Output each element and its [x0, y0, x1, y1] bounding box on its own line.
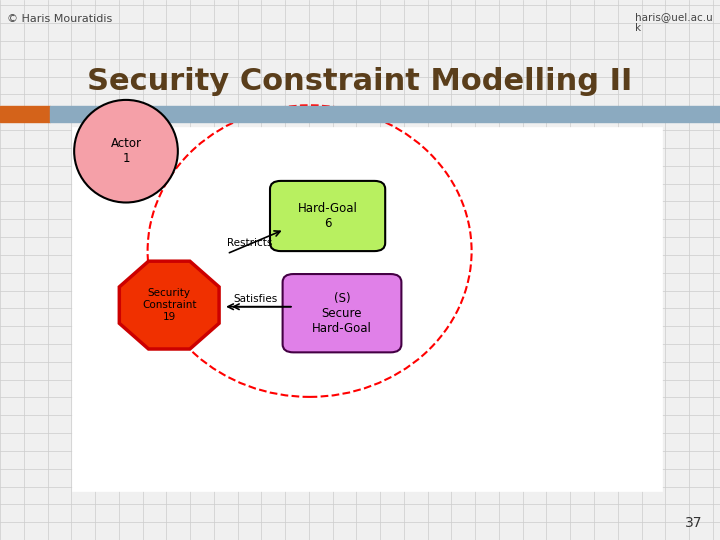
- Text: Actor
1: Actor 1: [110, 137, 142, 165]
- Text: haris@uel.ac.u
k: haris@uel.ac.u k: [635, 12, 713, 33]
- Text: (S)
Secure
Hard-Goal: (S) Secure Hard-Goal: [312, 292, 372, 335]
- Ellipse shape: [74, 100, 178, 202]
- Text: Satisfies: Satisfies: [233, 294, 277, 304]
- Text: 37: 37: [685, 516, 702, 530]
- Text: Security
Constraint
19: Security Constraint 19: [142, 288, 197, 322]
- Text: Hard-Goal
6: Hard-Goal 6: [297, 202, 358, 230]
- Text: © Haris Mouratidis: © Haris Mouratidis: [7, 14, 112, 24]
- Text: Restricts: Restricts: [227, 238, 272, 248]
- Text: Security Constraint Modelling II: Security Constraint Modelling II: [87, 68, 633, 97]
- Bar: [72, 127, 662, 491]
- Bar: [0, 106, 50, 122]
- Polygon shape: [120, 261, 219, 349]
- FancyBboxPatch shape: [282, 274, 402, 353]
- Bar: [50, 106, 720, 122]
- FancyBboxPatch shape: [270, 181, 385, 251]
